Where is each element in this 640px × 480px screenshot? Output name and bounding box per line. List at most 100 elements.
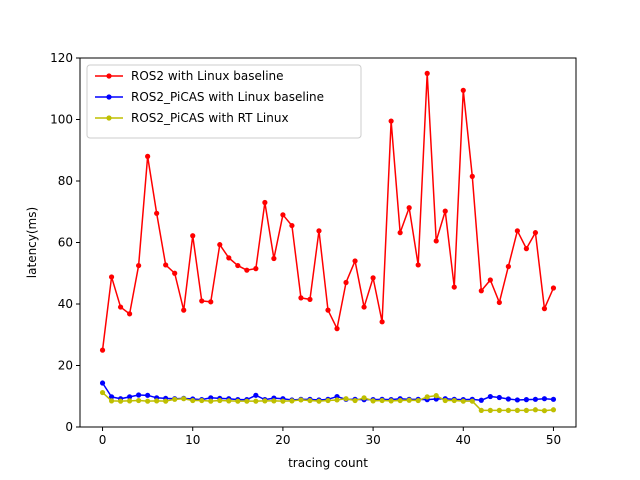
data-point [190, 233, 196, 239]
data-point [541, 306, 548, 312]
data-point [532, 396, 539, 402]
data-point [108, 394, 115, 400]
data-point [199, 397, 205, 404]
data-point [514, 407, 520, 413]
data-point [523, 407, 530, 413]
data-point [397, 230, 403, 236]
legend-box [86, 64, 362, 139]
data-point [226, 255, 232, 261]
legend: ROS2 with Linux baseline ROS2_PiCAS with … [86, 64, 362, 139]
data-point [532, 230, 539, 236]
data-point [505, 263, 511, 270]
data-point [226, 398, 232, 404]
data-point [478, 288, 484, 294]
data-point [550, 407, 557, 413]
legend-item: ROS2 with Linux baseline [95, 69, 284, 83]
y-tick-label: 0 [65, 420, 73, 434]
data-point [325, 397, 331, 404]
data-point [235, 262, 241, 269]
data-point [298, 397, 304, 403]
data-point [108, 398, 115, 404]
legend-marker [106, 73, 112, 79]
data-point [117, 304, 124, 310]
data-point [289, 222, 295, 229]
data-point [154, 210, 160, 216]
data-point [334, 397, 340, 403]
data-point [136, 397, 142, 404]
data-point [127, 394, 133, 400]
data-point [460, 398, 466, 404]
data-point [343, 279, 349, 286]
legend-label: ROS2_PiCAS with RT Linux [131, 111, 289, 125]
data-point [352, 397, 358, 404]
data-point [370, 398, 376, 404]
data-point [136, 392, 142, 398]
data-point [208, 398, 214, 404]
data-point [271, 398, 277, 404]
data-point [451, 397, 457, 404]
legend-label: ROS2_PiCAS with Linux baseline [131, 90, 324, 104]
data-point [325, 307, 331, 313]
data-point [235, 398, 241, 404]
y-tick-label: 100 [50, 113, 73, 127]
data-point [487, 407, 493, 413]
data-point [361, 304, 367, 310]
data-point [217, 242, 223, 248]
data-point [117, 398, 124, 404]
x-tick-label: 30 [365, 433, 380, 447]
data-point [145, 392, 151, 398]
legend-marker [106, 115, 112, 121]
data-point [487, 277, 493, 283]
data-point [262, 199, 268, 206]
data-point [163, 398, 169, 404]
y-tick-label: 40 [58, 297, 73, 311]
data-point [406, 205, 412, 211]
data-point [442, 208, 448, 214]
data-point [415, 262, 421, 268]
data-point [307, 296, 313, 302]
data-point [307, 397, 313, 404]
data-point [424, 394, 430, 400]
data-point [523, 246, 530, 252]
data-point [271, 255, 277, 262]
data-point [424, 70, 430, 76]
data-point [262, 398, 268, 404]
data-point [352, 258, 358, 264]
data-point [397, 397, 403, 404]
x-tick-label: 20 [275, 433, 290, 447]
data-point [127, 398, 133, 404]
data-point [280, 212, 286, 218]
data-point [136, 262, 142, 269]
y-axis: 0 20 40 60 80 100 120 [50, 51, 80, 434]
data-point [514, 397, 520, 403]
legend-item: ROS2_PiCAS with RT Linux [95, 111, 289, 125]
data-point [343, 396, 349, 402]
series-layer [99, 70, 557, 414]
y-tick-label: 80 [58, 174, 73, 188]
data-point [370, 275, 376, 281]
data-point [505, 396, 511, 402]
data-point [460, 87, 466, 93]
data-point [361, 395, 367, 401]
data-point [415, 397, 421, 404]
data-point [145, 398, 151, 404]
data-point [99, 380, 106, 386]
data-point [289, 398, 295, 404]
data-point [550, 285, 557, 291]
x-tick-label: 50 [546, 433, 561, 447]
data-point [433, 393, 439, 399]
data-point [523, 397, 530, 403]
data-point [145, 153, 151, 159]
data-point [469, 173, 475, 179]
data-point [388, 398, 394, 404]
data-point [469, 398, 475, 404]
data-point [190, 397, 196, 404]
data-point [433, 238, 439, 244]
data-point [172, 270, 178, 276]
data-point [298, 295, 304, 301]
data-point [280, 398, 286, 404]
y-tick-label: 60 [58, 236, 73, 250]
data-point [334, 326, 340, 332]
data-point [253, 266, 259, 272]
data-point [154, 398, 160, 404]
